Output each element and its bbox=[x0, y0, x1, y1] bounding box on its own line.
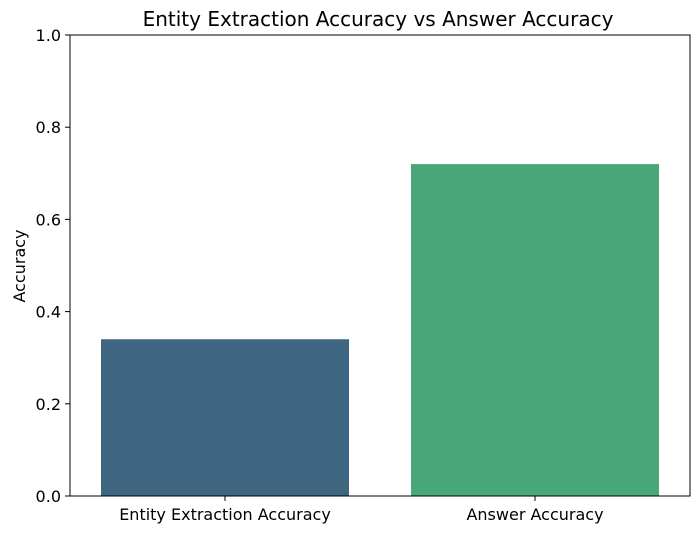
x-tick-label: Entity Extraction Accuracy bbox=[119, 505, 331, 524]
y-axis-label: Accuracy bbox=[10, 229, 29, 302]
y-tick-label: 1.0 bbox=[36, 26, 61, 45]
x-ticks-layer: Entity Extraction Accuracy Answer Accurac… bbox=[119, 496, 604, 524]
x-tick-label: Answer Accuracy bbox=[466, 505, 603, 524]
y-tick-label: 0.8 bbox=[36, 118, 61, 137]
y-tick-label: 0.2 bbox=[36, 395, 61, 414]
bars-layer bbox=[101, 164, 659, 496]
y-tick-label: 0.6 bbox=[36, 210, 61, 229]
chart-title: Entity Extraction Accuracy vs Answer Acc… bbox=[143, 7, 614, 31]
y-tick-label: 0.4 bbox=[36, 303, 61, 322]
y-ticks-layer: 0.0 0.2 0.4 0.6 0.8 1.0 bbox=[36, 26, 70, 506]
bar-answer-accuracy bbox=[411, 164, 659, 496]
bar-entity-extraction-accuracy bbox=[101, 339, 349, 496]
y-tick-label: 0.0 bbox=[36, 487, 61, 506]
plot-frame bbox=[69, 34, 691, 497]
